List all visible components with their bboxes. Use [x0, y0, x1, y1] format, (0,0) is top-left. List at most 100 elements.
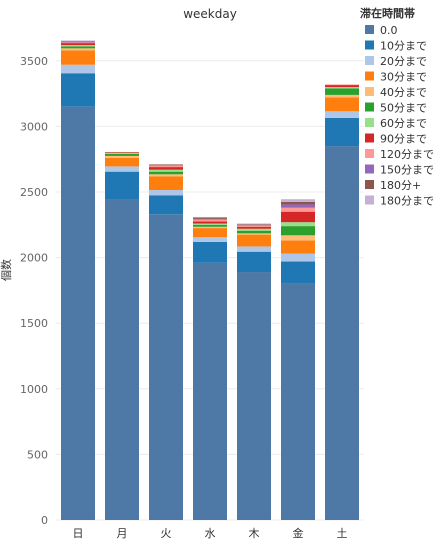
- x-tick-label: 土: [337, 527, 348, 540]
- legend-swatch: [365, 102, 374, 112]
- x-tick-label: 金: [293, 526, 304, 540]
- legend-item-label: 30分まで: [380, 71, 427, 84]
- legend-item-label: 60分まで: [380, 117, 427, 130]
- bar-segment: 日 150分まで: 5: [61, 41, 95, 43]
- y-tick-label: 3000: [20, 120, 48, 133]
- bar-segment: 土 30分まで: 105: [325, 97, 359, 112]
- bar-segment: 金 180分まで: 20: [281, 199, 315, 202]
- legend-swatch: [365, 25, 374, 34]
- bar-segment: 土 10分まで: 215: [325, 117, 359, 147]
- legend-swatch: [365, 195, 374, 205]
- legend-item-label: 0.0: [380, 24, 398, 37]
- bar-segment: 木 180分+: 5: [237, 224, 271, 225]
- bar-segment: 火 150分まで: 5: [149, 165, 183, 166]
- bar-segment: 日 120分まで: 5: [61, 42, 95, 44]
- bar-segment: 土 40分まで: 20: [325, 94, 359, 98]
- legend-item-label: 50分まで: [380, 102, 427, 115]
- bar-segment: 火 30分まで: 105: [149, 176, 183, 191]
- bar-segment: 土 20分まで: 50: [325, 111, 359, 118]
- legend-swatch: [365, 149, 374, 158]
- bar-segment: 木 90分まで: 15: [237, 226, 271, 229]
- x-tick-label: 木: [249, 527, 260, 540]
- bar-segment: 木 120分まで: 10: [237, 225, 271, 227]
- bar-segment: 木 0.0: 1890: [237, 272, 271, 520]
- y-tick-label: 0: [41, 514, 48, 527]
- legend-title: 滞在時間帯: [360, 6, 415, 20]
- x-tick-label: 日: [73, 527, 84, 540]
- bar-segment: 火 40分まで: 15: [149, 174, 183, 177]
- bar-segment: 木 150分まで: 5: [237, 224, 271, 226]
- bar-segment: 木 30分まで: 90: [237, 234, 271, 247]
- legend-item-label: 90分まで: [380, 133, 427, 146]
- bar-segment: 日 30分まで: 110: [61, 50, 95, 65]
- bar-segment: 水 10分まで: 160: [193, 241, 227, 263]
- bar-segment: 月 0.0: 2440: [105, 199, 139, 520]
- bar-segment: 木 10分まで: 155: [237, 251, 271, 273]
- chart-title: weekday: [183, 7, 237, 21]
- legend-item-label: 150分まで: [380, 164, 434, 177]
- bar-segment: 火 0.0: 2330: [149, 214, 183, 520]
- bar-segment: 日 10分まで: 255: [61, 73, 95, 107]
- bar-segment: 日 60分まで: 10: [61, 45, 95, 47]
- legend-swatch: [365, 164, 374, 174]
- bar-segment: 火 50分まで: 20: [149, 171, 183, 175]
- bar-segment: 火 180分+: 5: [149, 164, 183, 166]
- y-tick-label: 500: [27, 448, 48, 461]
- bar-segment: 金 0.0: 1800: [281, 283, 315, 520]
- bar-segment: 金 90分まで: 80: [281, 211, 315, 223]
- bar-segment: 金 10分まで: 170: [281, 261, 315, 284]
- y-axis-ticks: 0 500 1000 1500 2000 2500 3000 3500: [20, 55, 48, 527]
- y-tick-label: 2000: [20, 252, 48, 265]
- bar-segment: 火 120分まで: 10: [149, 165, 183, 168]
- bar-segment: 日 180分まで: 5: [61, 40, 95, 42]
- legend-item-label: 20分まで: [380, 55, 427, 68]
- legend-swatch: [365, 40, 374, 50]
- x-tick-label: 月: [117, 527, 128, 540]
- bar-segment: 火 20分まで: 40: [149, 190, 183, 196]
- legend: 滞在時間帯 0.0 10分まで 20分まで 30分まで 40分まで 50分まで 60分まで 9…: [360, 6, 434, 208]
- bar-segment: 水 30分まで: 70: [193, 228, 227, 238]
- bar-segment: 月 10分まで: 215: [105, 171, 139, 200]
- bar-segment: 金 30分まで: 100: [281, 240, 315, 254]
- bar-segment: 日 90分まで: 15: [61, 43, 95, 46]
- bar-segment: 月 50分まで: 15: [105, 153, 139, 156]
- legend-swatch: [365, 56, 374, 65]
- x-axis-labels: 日月火水木金土: [73, 526, 348, 540]
- bar-segment: 日 50分まで: 15: [61, 46, 95, 49]
- bar-segment: 水 180分+: 10: [193, 217, 227, 219]
- bar-segment: 日 180分+: 5: [61, 41, 95, 42]
- bar-segment: 木 50分まで: 20: [237, 230, 271, 234]
- bar-segment: 金 60分まで: 30: [281, 222, 315, 227]
- y-tick-label: 1000: [20, 383, 48, 396]
- bar-segment: 金 120分まで: 30: [281, 207, 315, 212]
- y-tick-label: 1500: [20, 317, 48, 330]
- bars: 日 0.0: 3150日 10分まで: 255日 20分まで: 65日 30分ま…: [61, 40, 359, 520]
- bar-segment: 水 90分まで: 15: [193, 221, 227, 224]
- bar-segment: 木 180分まで: 5: [237, 223, 271, 225]
- bar-segment: 木 60分まで: 15: [237, 228, 271, 231]
- bar-segment: 水 60分まで: 10: [193, 223, 227, 225]
- legend-swatch: [365, 87, 374, 96]
- bar-segment: 月 40分まで: 15: [105, 155, 139, 158]
- bar-segment: 水 20分まで: 35: [193, 237, 227, 242]
- bar-segment: 水 150分まで: 5: [193, 218, 227, 220]
- bar-segment: 日 0.0: 3150: [61, 106, 95, 520]
- y-axis-label: 個数: [0, 259, 13, 281]
- y-tick-label: 2500: [20, 186, 48, 199]
- bar-segment: 土 50分まで: 50: [325, 88, 359, 95]
- x-tick-label: 水: [205, 527, 216, 540]
- bar-segment: 土 90分まで: 15: [325, 85, 359, 88]
- bar-segment: 水 0.0: 1960: [193, 262, 227, 520]
- legend-item-label: 120分まで: [380, 148, 434, 161]
- legend-item-label: 10分まで: [380, 40, 427, 53]
- bar-segment: 日 40分まで: 15: [61, 48, 95, 51]
- bar-segment: 土 0.0: 2850: [325, 146, 359, 520]
- bar-segment: 木 20分まで: 40: [237, 246, 271, 252]
- bar-segment: 土 60分まで: 10: [325, 87, 359, 89]
- legend-swatch: [365, 180, 374, 189]
- bar-segment: 月 90分まで: 5: [105, 151, 139, 153]
- bar-segment: 月 60分まで: 10: [105, 152, 139, 154]
- bar-segment: 水 50分まで: 15: [193, 224, 227, 227]
